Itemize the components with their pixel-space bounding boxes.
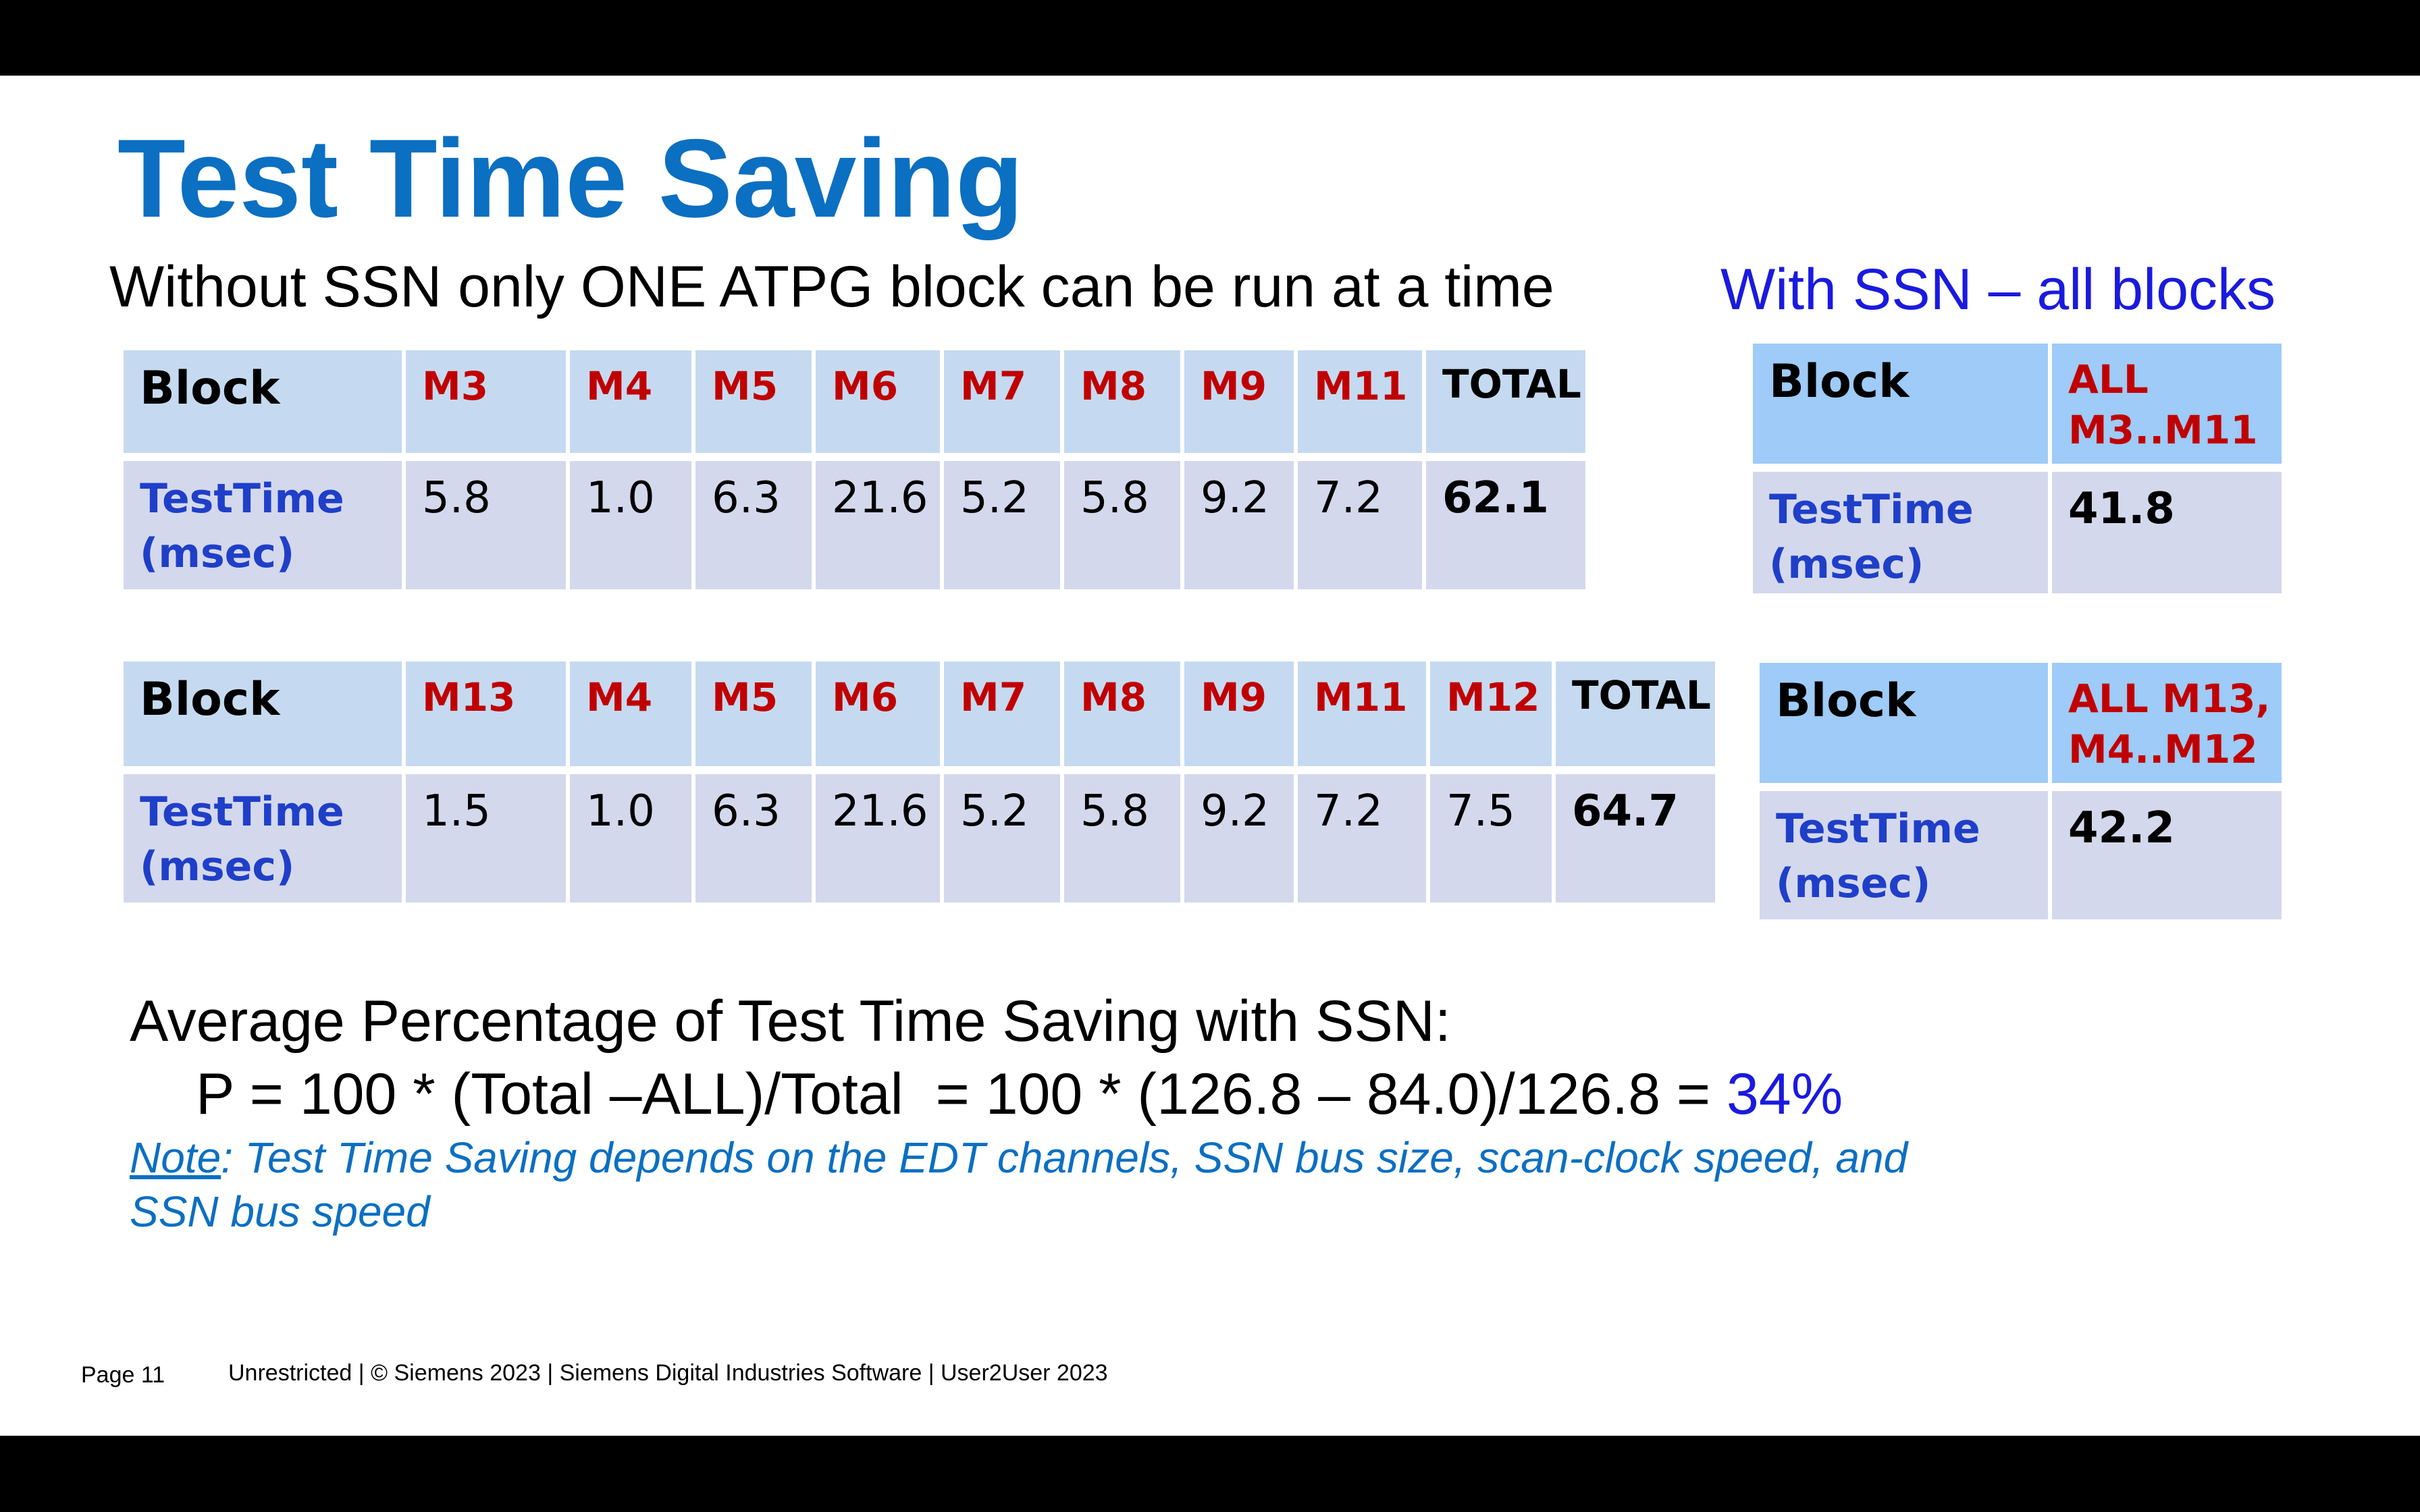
table-header-block: Block: [1753, 344, 2048, 464]
table-header-cell: M5: [695, 350, 812, 453]
table-header-total: TOTAL: [1426, 350, 1585, 453]
table-cell: 6.3: [695, 461, 812, 589]
slide: Test Time Saving Without SSN only ONE AT…: [0, 76, 2420, 1436]
table-cell: 5.8: [1064, 774, 1180, 902]
table-header-cell: M8: [1064, 350, 1180, 453]
slide-title: Test Time Saving: [117, 116, 1024, 240]
table-row-label: TestTime (msec): [124, 774, 402, 902]
table-cell: 9.2: [1184, 774, 1294, 902]
table-cell: 6.3: [695, 774, 812, 902]
footer-copyright: Unrestricted | © Siemens 2023 | Siemens …: [228, 1360, 1108, 1386]
table-header-cell: M9: [1184, 662, 1294, 766]
table-header-cell: ALL M13, M4..M12: [2052, 663, 2282, 783]
table-row-label: TestTime (msec): [124, 461, 402, 589]
table-cell: 1.0: [570, 461, 691, 589]
table-header-total: TOTAL: [1556, 662, 1715, 766]
subtitle-with-ssn: With SSN – all blocks: [1720, 257, 2276, 322]
row-label-line: TestTime: [1776, 805, 1980, 853]
table-cell-total: 41.8: [2052, 472, 2282, 593]
row-label-line: TestTime: [1769, 486, 1974, 533]
table-header-cell: M11: [1298, 662, 1426, 766]
formula-text: P = 100 * (Total –ALL)/Total = 100 * (12…: [196, 1062, 1727, 1127]
table-header-cell: M8: [1064, 662, 1180, 766]
table-header-block: Block: [1760, 663, 2048, 783]
table-header-cell: M6: [816, 662, 940, 766]
table-header-cell: ALL M3..M11: [2052, 344, 2282, 464]
table-cell: 5.2: [944, 774, 1060, 902]
table-header-cell: M3: [406, 350, 566, 453]
header-line: ALL M13,: [2068, 676, 2271, 722]
row-label-unit: (msec): [140, 530, 295, 577]
row-label-line: TestTime: [140, 475, 344, 522]
table-row-label: TestTime (msec): [1760, 791, 2048, 919]
table-cell-total: 42.2: [2052, 791, 2282, 919]
table-header-cell: M11: [1298, 350, 1422, 453]
row-label-line: TestTime: [140, 788, 344, 836]
table-cell: 5.2: [944, 461, 1060, 589]
table-cell: 5.8: [1064, 461, 1180, 589]
note-label: Note: [130, 1133, 221, 1182]
formula-result: 34%: [1727, 1062, 1843, 1127]
table-header-cell: M6: [816, 350, 940, 453]
subtitle-without-ssn: Without SSN only ONE ATPG block can be r…: [109, 254, 1554, 319]
header-line: M4..M12: [2068, 726, 2258, 773]
footer-page-number: Page 11: [81, 1362, 165, 1388]
table-header-cell: M5: [695, 662, 812, 766]
average-heading: Average Percentage of Test Time Saving w…: [130, 989, 1451, 1054]
table-cell: 1.0: [570, 774, 691, 902]
table-header-cell: M4: [570, 350, 691, 453]
table-cell: 1.5: [406, 774, 566, 902]
table-cell: 21.6: [816, 774, 940, 902]
header-line: ALL: [2068, 356, 2149, 402]
table-header-cell: M7: [944, 662, 1060, 766]
row-label-unit: (msec): [140, 843, 295, 890]
table-cell: 21.6: [816, 461, 940, 589]
note-line-1: : Test Time Saving depends on the EDT ch…: [221, 1133, 1908, 1182]
table-header-block: Block: [124, 662, 402, 766]
note-text: Note: Test Time Saving depends on the ED…: [130, 1131, 1908, 1239]
note-line-2: SSN bus speed: [130, 1187, 430, 1236]
table-cell: 7.2: [1298, 774, 1426, 902]
row-label-unit: (msec): [1769, 541, 1924, 588]
table-cell: 5.8: [406, 461, 566, 589]
header-line: M3..M11: [2068, 407, 2258, 454]
row-label-unit: (msec): [1776, 860, 1931, 907]
table-cell: 9.2: [1184, 461, 1294, 589]
table-header-cell: M9: [1184, 350, 1294, 453]
table-header-cell: M7: [944, 350, 1060, 453]
table-cell-total: 62.1: [1426, 461, 1585, 589]
table-header-cell: M4: [570, 662, 691, 766]
table-header-block: Block: [124, 350, 402, 453]
table-header-cell: M12: [1430, 662, 1552, 766]
formula-line: P = 100 * (Total –ALL)/Total = 100 * (12…: [196, 1065, 1843, 1123]
table-row-label: TestTime (msec): [1753, 472, 2048, 593]
table-cell-total: 64.7: [1556, 774, 1715, 902]
table-cell: 7.5: [1430, 774, 1552, 902]
table-header-cell: M13: [406, 662, 566, 766]
table-cell: 7.2: [1298, 461, 1422, 589]
